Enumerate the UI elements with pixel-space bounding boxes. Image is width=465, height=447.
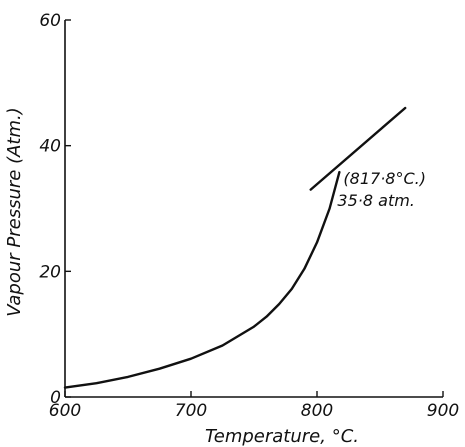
y-tick-label-40: 40 [39, 137, 61, 157]
chart-text: Temperature, °C. Vapour Pressure (Atm.) … [4, 11, 459, 447]
y-tick-label-20: 20 [39, 262, 61, 282]
x-tick-label-700: 700 [175, 401, 207, 421]
y-tick-label-0: 0 [50, 388, 61, 408]
series-line-2 [309, 106, 407, 191]
series-line-1 [63, 170, 341, 389]
x-axis-title: Temperature, °C. [205, 426, 359, 447]
annotation-temperature: (817·8°C.) [343, 169, 426, 188]
x-tick-label-800: 800 [301, 401, 333, 421]
x-tick-label-900: 900 [427, 401, 459, 421]
x-tick-label-600: 600 [49, 401, 81, 421]
y-tick-label-60: 60 [39, 11, 61, 31]
annotation-pressure: 35·8 atm. [337, 191, 414, 210]
y-axis-title: Vapour Pressure (Atm.) [4, 107, 25, 317]
plot-area [63, 19, 444, 398]
